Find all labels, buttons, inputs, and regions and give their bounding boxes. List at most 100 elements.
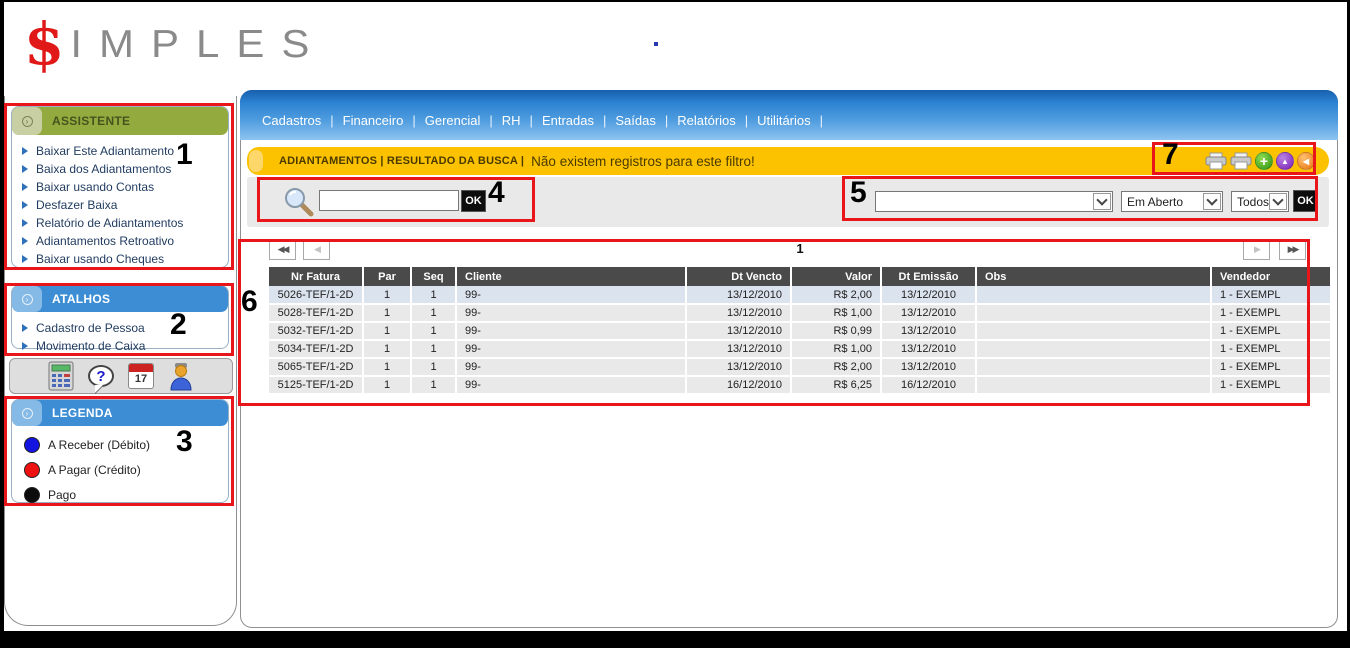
printer-icon[interactable] (1205, 152, 1227, 170)
table-cell: R$ 6,25 (791, 376, 882, 395)
atalhos-menu-item[interactable]: Movimento de Caixa (22, 337, 228, 355)
legend-dot-icon (24, 461, 40, 478)
pager-last-button[interactable]: ▶▶ (1279, 239, 1306, 260)
nav-separator: | (330, 112, 334, 128)
table-cell: 13/12/2010 (881, 358, 977, 377)
table-row[interactable]: 5034-TEF/1-2D 1 1 99- 13/12/2010 R$ 1,00 13/12… (269, 340, 1331, 359)
column-header-valor: Valor (791, 267, 882, 286)
nav-separator: | (529, 112, 533, 128)
table-cell: 1 (411, 376, 457, 395)
table-cell: 13/12/2010 (686, 358, 792, 377)
filter-scope-value: Todos (1237, 194, 1270, 209)
assistente-menu-item[interactable]: Baixar usando Contas (22, 178, 228, 196)
assistente-header: › ASSISTENTE (12, 107, 228, 135)
table-cell: 13/12/2010 (881, 286, 977, 305)
table-cell: 13/12/2010 (686, 286, 792, 305)
search-input[interactable] (319, 190, 459, 211)
bullet-arrow-icon (22, 342, 28, 350)
assistente-title: ASSISTENTE (52, 114, 131, 128)
table-cell: 13/12/2010 (881, 340, 977, 359)
nav-item-relatórios[interactable]: Relatórios (677, 112, 736, 128)
table-cell: 5028-TEF/1-2D (269, 304, 364, 323)
nav-item-saídas[interactable]: Saídas (615, 112, 656, 128)
calculator-icon[interactable] (47, 361, 75, 391)
column-header-cliente: Cliente (456, 267, 687, 286)
table-cell: 16/12/2010 (881, 376, 977, 395)
legend-item: A Receber (Débito) (24, 432, 228, 457)
assistente-menu-item[interactable]: Baixar Este Adiantamento (22, 142, 228, 160)
legenda-title: LEGENDA (52, 406, 113, 420)
table-row[interactable]: 5026-TEF/1-2D 1 1 99- 13/12/2010 R$ 2,00 13/12… (269, 286, 1331, 305)
nav-separator: | (412, 112, 416, 128)
table-cell: 1 - EXEMPL (1211, 340, 1331, 359)
table-cell: 1 (363, 286, 412, 305)
table-cell (976, 358, 1212, 377)
table-row[interactable]: 5028-TEF/1-2D 1 1 99- 13/12/2010 R$ 1,00 13/12… (269, 304, 1331, 323)
nav-item-financeiro[interactable]: Financeiro (342, 112, 404, 128)
up-arrow-icon[interactable]: ▲ (1276, 152, 1294, 170)
table-row[interactable]: 5125-TEF/1-2D 1 1 99- 16/12/2010 R$ 6,25 16/12… (269, 376, 1331, 395)
column-header-par: Par (363, 267, 412, 286)
nav-separator: | (489, 112, 493, 128)
filter-status-select[interactable]: Em Aberto (1121, 191, 1223, 212)
filter-ok-button[interactable]: OK (1293, 190, 1318, 212)
table-cell: 5032-TEF/1-2D (269, 322, 364, 341)
table-cell: 5026-TEF/1-2D (269, 286, 364, 305)
filter-type-select[interactable] (875, 191, 1113, 212)
bullet-arrow-icon (22, 165, 28, 173)
help-icon[interactable]: ? (87, 361, 115, 391)
chevron-down-icon[interactable] (1269, 193, 1287, 210)
nav-separator: | (819, 112, 824, 128)
pager-first-button[interactable]: ◀◀ (269, 239, 296, 260)
search-ok-button[interactable]: OK (461, 190, 486, 212)
table-row[interactable]: 5065-TEF/1-2D 1 1 99- 13/12/2010 R$ 2,00 13/12… (269, 358, 1331, 377)
table-row[interactable]: 5032-TEF/1-2D 1 1 99- 13/12/2010 R$ 0,99 13/12… (269, 322, 1331, 341)
table-cell: 99- (456, 340, 687, 359)
legend-label: A Pagar (Crédito) (48, 462, 141, 477)
pager-next-button[interactable]: ▶ (1243, 239, 1270, 260)
assistente-panel: › ASSISTENTE Baixar Este Adiantamento Bai… (11, 106, 229, 268)
panel-cap-icon: › (12, 400, 42, 426)
page-border-bottom (0, 631, 1350, 648)
menu-item-label: Baixar usando Cheques (36, 252, 165, 266)
assistente-menu-item[interactable]: Adiantamentos Retroativo (22, 232, 228, 250)
page-border-left (0, 0, 4, 648)
page-number: 1 (796, 241, 804, 256)
table-cell: 99- (456, 358, 687, 377)
table-cell: 5034-TEF/1-2D (269, 340, 364, 359)
add-icon[interactable]: + (1255, 152, 1273, 170)
table-cell (976, 322, 1212, 341)
nav-item-rh[interactable]: RH (501, 112, 521, 128)
chevron-down-icon[interactable] (1093, 193, 1111, 210)
assistente-menu-item[interactable]: Desfazer Baixa (22, 196, 228, 214)
atalhos-panel: › ATALHOS Cadastro de Pessoa Movimento de… (11, 285, 229, 353)
nav-item-entradas[interactable]: Entradas (541, 112, 594, 128)
table-cell: 1 (411, 358, 457, 377)
table-cell: 1 - EXEMPL (1211, 358, 1331, 377)
legend-label: A Receber (Débito) (48, 437, 151, 452)
nav-item-gerencial[interactable]: Gerencial (424, 112, 481, 128)
pager-prev-button[interactable]: ◀ (303, 239, 330, 260)
search-icon (283, 186, 315, 223)
assistente-menu-item[interactable]: Baixar usando Cheques (22, 250, 228, 268)
column-header-dt-vencto: Dt Vencto (686, 267, 792, 286)
column-header-seq: Seq (411, 267, 457, 286)
table-cell: 1 (363, 322, 412, 341)
atalhos-menu-item[interactable]: Cadastro de Pessoa (22, 319, 228, 337)
nav-item-cadastros[interactable]: Cadastros (262, 112, 322, 128)
filter-scope-select[interactable]: Todos (1231, 191, 1289, 212)
assistente-menu-item[interactable]: Relatório de Adiantamentos (22, 214, 228, 232)
chevron-down-icon[interactable] (1203, 193, 1221, 210)
nav-item-utilitários[interactable]: Utilitários (757, 112, 811, 128)
calendar-icon[interactable]: 17 (127, 361, 155, 391)
user-icon[interactable] (167, 361, 195, 391)
table-cell: 16/12/2010 (686, 376, 792, 395)
printer-icon-2[interactable] (1230, 152, 1252, 170)
status-bar: ADIANTAMENTOS | RESULTADO DA BUSCA | Não… (247, 147, 1329, 175)
menu-item-label: Relatório de Adiantamentos (36, 216, 184, 230)
back-arrow-icon[interactable]: ◀ (1297, 152, 1315, 170)
legend-dot-icon (24, 486, 40, 503)
table-cell: 99- (456, 304, 687, 323)
assistente-menu-item[interactable]: Baixa dos Adiantamentos (22, 160, 228, 178)
logo-dollar-icon: $ (24, 10, 65, 78)
